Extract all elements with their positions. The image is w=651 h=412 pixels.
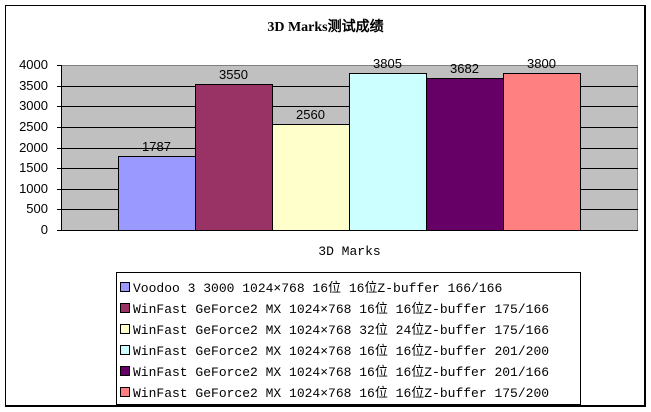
frame-edge (5, 406, 646, 407)
legend-item: Voodoo 3 3000 1024×768 16位 16位Z-buffer 1… (117, 276, 580, 297)
y-tick-label: 3000 (19, 98, 48, 113)
y-tick-label: 0 (40, 222, 48, 237)
legend-label: WinFast GeForce2 MX 1024×768 16位 16位Z-bu… (133, 344, 550, 359)
legend-item: WinFast GeForce2 MX 1024×768 16位 16位Z-bu… (117, 339, 580, 360)
legend-swatch-icon (120, 365, 130, 376)
legend-label: WinFast GeForce2 MX 1024×768 16位 16位Z-bu… (133, 302, 550, 317)
legend: Voodoo 3 3000 1024×768 16位 16位Z-buffer 1… (116, 272, 581, 405)
y-tick-mark (57, 65, 61, 66)
x-axis-label: 3D Marks (318, 244, 381, 259)
bar (118, 156, 196, 231)
legend-label: WinFast GeForce2 MX 1024×768 16位 16位Z-bu… (133, 365, 550, 380)
legend-label: Voodoo 3 3000 1024×768 16位 16位Z-buffer 1… (133, 281, 503, 296)
bar (503, 73, 581, 231)
legend-swatch-icon (120, 386, 130, 397)
y-tick-mark (57, 168, 61, 169)
legend-item: WinFast GeForce2 MX 1024×768 16位 16位Z-bu… (117, 360, 580, 381)
y-tick-label: 1000 (19, 181, 48, 196)
data-label: 1787 (142, 139, 171, 154)
legend-item: WinFast GeForce2 MX 1024×768 16位 16位Z-bu… (117, 381, 580, 402)
y-tick-mark (57, 86, 61, 87)
legend-item: WinFast GeForce2 MX 1024×768 16位 16位Z-bu… (117, 297, 580, 318)
x-axis (61, 230, 638, 231)
data-label: 3805 (373, 56, 402, 71)
legend-swatch-icon (120, 302, 130, 313)
y-tick-label: 2500 (19, 119, 48, 134)
frame-edge (645, 5, 646, 407)
y-tick-label: 4000 (19, 57, 48, 72)
y-tick-mark (57, 106, 61, 107)
legend-swatch-icon (120, 344, 130, 355)
bar (272, 124, 350, 231)
y-tick-label: 1500 (19, 160, 48, 175)
y-tick-mark (57, 189, 61, 190)
bar (195, 84, 273, 231)
y-axis (61, 65, 62, 231)
y-tick-mark (57, 230, 61, 231)
data-label: 3550 (219, 67, 248, 82)
y-tick-label: 3500 (19, 78, 48, 93)
y-tick-mark (57, 148, 61, 149)
y-tick-mark (57, 127, 61, 128)
legend-label: WinFast GeForce2 MX 1024×768 32位 24位Z-bu… (133, 323, 550, 338)
data-label: 2560 (296, 107, 325, 122)
y-tick-mark (57, 209, 61, 210)
bar (349, 73, 427, 231)
data-label: 3682 (450, 61, 479, 76)
chart-title: 3D Marks测试成绩 (267, 20, 384, 35)
legend-item: WinFast GeForce2 MX 1024×768 32位 24位Z-bu… (117, 318, 580, 339)
legend-swatch-icon (120, 323, 130, 334)
chart-frame (5, 5, 645, 406)
y-tick-label: 2000 (19, 140, 48, 155)
y-tick-label: 500 (26, 201, 48, 216)
legend-swatch-icon (120, 281, 130, 292)
data-label: 3800 (527, 56, 556, 71)
legend-label: WinFast GeForce2 MX 1024×768 16位 16位Z-bu… (133, 386, 550, 401)
bar (426, 78, 504, 231)
